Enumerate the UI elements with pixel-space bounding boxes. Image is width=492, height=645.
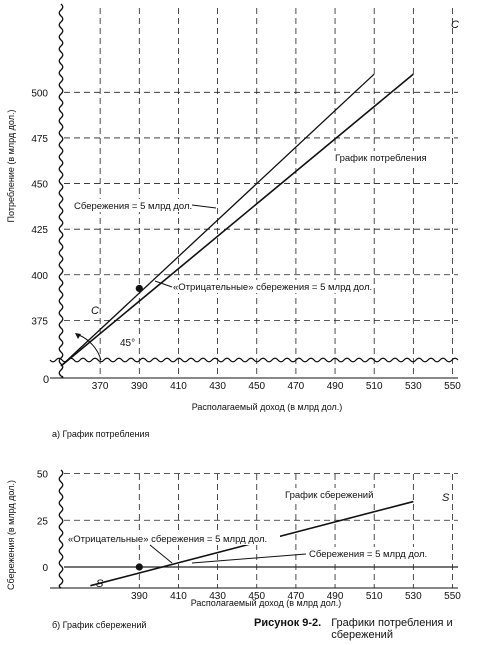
x-tick-label: 450 bbox=[248, 591, 265, 602]
savings-negative-label-bg bbox=[66, 532, 280, 545]
saving-negative-leader bbox=[154, 280, 173, 288]
y-tick-label: 500 bbox=[31, 88, 48, 99]
x-tick-label: 550 bbox=[444, 381, 461, 392]
consumption-panel-caption: а) График потребления bbox=[52, 429, 149, 439]
figure-title: Графики потребления и сбережений bbox=[331, 617, 453, 641]
figure-caption: Рисунок 9-2. Графики потребления и сбереж… bbox=[254, 617, 490, 641]
x-tick-label: 470 bbox=[288, 591, 305, 602]
angle-arc bbox=[78, 334, 102, 361]
angle-arrowhead bbox=[75, 333, 81, 339]
y-axis-line bbox=[58, 469, 64, 589]
consumption-y-ticks: 375 400 425 450 475 500 bbox=[31, 88, 48, 327]
x-tick-label: 430 bbox=[209, 591, 226, 602]
savings-negative-label: «Отрицательные» сбережения = 5 млрд дол. bbox=[68, 534, 267, 545]
x-tick-label: 510 bbox=[366, 591, 383, 602]
saving-negative-label-bg bbox=[170, 280, 372, 293]
break-even-point bbox=[135, 284, 143, 293]
y-tick-label: 425 bbox=[31, 225, 48, 236]
savings-line-label-left: S bbox=[96, 578, 104, 590]
savings-y-ticks: 0 25 50 bbox=[37, 470, 49, 575]
consumption-line-label-bottom: C bbox=[91, 305, 99, 317]
consumption-series-label: График потребления bbox=[335, 153, 427, 164]
savings-series-label-bg bbox=[282, 488, 392, 501]
angle-label: 45° bbox=[120, 338, 135, 349]
consumption-line-label-top: C bbox=[451, 19, 459, 31]
y-axis-line bbox=[58, 3, 64, 379]
consumption-chart: 375 400 425 450 475 500 370 390 410 430 450 470 490… bbox=[6, 3, 461, 439]
consumption-origin-label: 0 bbox=[43, 374, 49, 386]
consumption-gridlines bbox=[64, 8, 458, 378]
savings-chart: 0 25 50 390 410 430 450 470 490 510 530 550 Сбереж… bbox=[6, 470, 461, 631]
consumption-x-ticks: 370 390 410 430 450 470 490 510 530 550 bbox=[92, 381, 461, 392]
consumption-lines bbox=[60, 73, 414, 367]
savings-gridlines bbox=[64, 473, 458, 588]
x-tick-label: 470 bbox=[288, 381, 305, 392]
x-tick-label: 510 bbox=[366, 381, 383, 392]
x-tick-label: 410 bbox=[170, 591, 187, 602]
y-tick-label: 450 bbox=[31, 180, 48, 191]
consumption-series-label-bg bbox=[331, 151, 441, 164]
savings-axis-break bbox=[50, 469, 458, 589]
savings-negative-leader bbox=[149, 544, 173, 564]
reference-45-line bbox=[60, 73, 375, 367]
saving-positive-leader bbox=[191, 204, 217, 209]
saving-negative-label: «Отрицательные» сбережения = 5 млрд дол. bbox=[173, 282, 372, 293]
savings-x-axis-label: Располагаемый доход (в млрд дол.) bbox=[191, 598, 342, 608]
savings-positive-label-bg bbox=[306, 547, 430, 560]
x-tick-label: 390 bbox=[131, 381, 148, 392]
series-line-c bbox=[60, 73, 414, 367]
x-tick-label: 370 bbox=[92, 381, 109, 392]
figure-number: Рисунок 9-2. bbox=[254, 617, 322, 629]
consumption-x-axis-label: Располагаемый доход (в млрд дол.) bbox=[192, 402, 343, 412]
y-tick-label: 475 bbox=[31, 134, 48, 145]
savings-x-ticks: 390 410 430 450 470 490 510 530 550 bbox=[131, 591, 461, 602]
savings-y-axis-label: Сбережения (в млрд дол.) bbox=[6, 480, 16, 590]
y-tick-label: 0 bbox=[42, 563, 48, 574]
y-tick-label: 50 bbox=[37, 470, 49, 481]
x-tick-label: 430 bbox=[209, 381, 226, 392]
y-tick-label: 375 bbox=[31, 316, 48, 327]
savings-positive-leader bbox=[191, 553, 307, 564]
x-tick-label: 530 bbox=[405, 591, 422, 602]
x-tick-label: 530 bbox=[405, 381, 422, 392]
consumption-y-axis-label: Потребление (в млрд дол.) bbox=[6, 110, 16, 223]
axis-break-wave bbox=[49, 357, 459, 363]
break-even-point bbox=[135, 563, 143, 571]
x-tick-label: 550 bbox=[444, 591, 461, 602]
y-tick-label: 400 bbox=[31, 271, 48, 282]
y-tick-label: 25 bbox=[37, 516, 49, 527]
savings-positive-label: Сбережения = 5 млрд дол. bbox=[309, 549, 427, 560]
x-tick-label: 410 bbox=[170, 381, 187, 392]
x-tick-label: 490 bbox=[327, 381, 344, 392]
saving-positive-label: Сбережения = 5 млрд дол. bbox=[74, 201, 192, 212]
savings-line-label-right: S bbox=[442, 492, 450, 504]
x-tick-label: 490 bbox=[327, 591, 344, 602]
savings-series-label: График сбережений bbox=[285, 490, 373, 501]
saving-positive-label-bg bbox=[72, 199, 192, 212]
savings-panel-caption: б) График сбережений bbox=[52, 620, 146, 630]
x-tick-label: 450 bbox=[248, 381, 265, 392]
x-tick-label: 390 bbox=[131, 591, 148, 602]
consumption-axis-break bbox=[49, 3, 459, 379]
